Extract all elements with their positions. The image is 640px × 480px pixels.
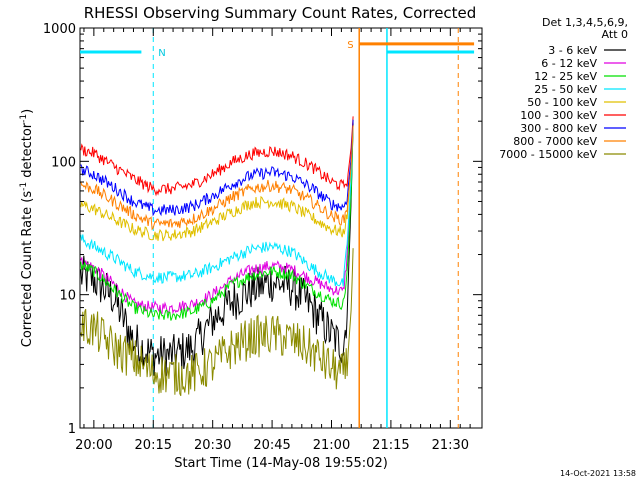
y-tick-label: 1000 xyxy=(43,22,76,37)
series-line xyxy=(80,119,354,217)
x-tick-label: 21:30 xyxy=(432,438,469,453)
series-line xyxy=(80,122,354,315)
series-line xyxy=(80,125,354,231)
legend-label: 800 - 7000 keV xyxy=(513,135,597,148)
x-axis-label: Start Time (14-May-08 19:55:02) xyxy=(174,456,388,471)
y-tick-label: 100 xyxy=(51,155,76,170)
legend-label: 12 - 25 keV xyxy=(534,70,597,83)
series-line xyxy=(80,123,354,377)
series-line xyxy=(80,120,354,242)
legend-label: 100 - 300 keV xyxy=(520,109,597,122)
timestamp: 14-Oct-2021 13:58 xyxy=(560,469,636,478)
y-axis-label-part: ) xyxy=(20,109,35,114)
legend-label: 6 - 12 keV xyxy=(541,57,597,70)
series-line xyxy=(80,248,354,397)
legend-label: 7000 - 15000 keV xyxy=(499,148,597,161)
chart-title: RHESSI Observing Summary Count Rates, Co… xyxy=(84,4,477,22)
y-axis-label-superscript: -1 xyxy=(19,114,29,123)
x-tick-label: 20:15 xyxy=(135,438,172,453)
legend-header: Att 0 xyxy=(602,28,628,41)
night-label: N xyxy=(158,48,165,59)
plot-frame xyxy=(79,27,483,429)
series-line xyxy=(80,116,354,197)
y-axis-label-part: Corrected Count Rate (s xyxy=(20,191,35,348)
legend-label: 50 - 100 keV xyxy=(527,96,597,109)
axes: 20:00 20:15 20:30 20:45 21:00 21:15 21:30 1 10 10… xyxy=(43,22,482,453)
y-axis-label: Corrected Count Rate (s-1 detector-1) xyxy=(19,109,35,347)
legend-header: Det 1,3,4,5,6,9, xyxy=(542,16,628,29)
x-tick-label: 21:15 xyxy=(372,438,409,453)
y-axis-label-superscript: -1 xyxy=(19,182,29,191)
plot-area: N S 20:00 20:15 20:30 20:45 21:00 21:15 21:30 1 1… xyxy=(43,22,483,453)
legend-label: 25 - 50 keV xyxy=(534,83,597,96)
x-tick-label: 20:00 xyxy=(75,438,112,453)
x-tick-label: 21:00 xyxy=(313,438,350,453)
y-tick-label: 1 xyxy=(68,422,76,437)
legend-label: 300 - 800 keV xyxy=(520,122,597,135)
series-line xyxy=(80,121,354,287)
series-line xyxy=(80,123,354,321)
y-axis-label-part: detector xyxy=(20,122,35,182)
x-tick-label: 20:45 xyxy=(253,438,290,453)
series-lines xyxy=(80,116,354,397)
legend-label: 3 - 6 keV xyxy=(548,44,597,57)
y-tick-label: 10 xyxy=(59,289,76,304)
x-tick-label: 20:30 xyxy=(194,438,231,453)
saa-label: S xyxy=(347,40,353,51)
